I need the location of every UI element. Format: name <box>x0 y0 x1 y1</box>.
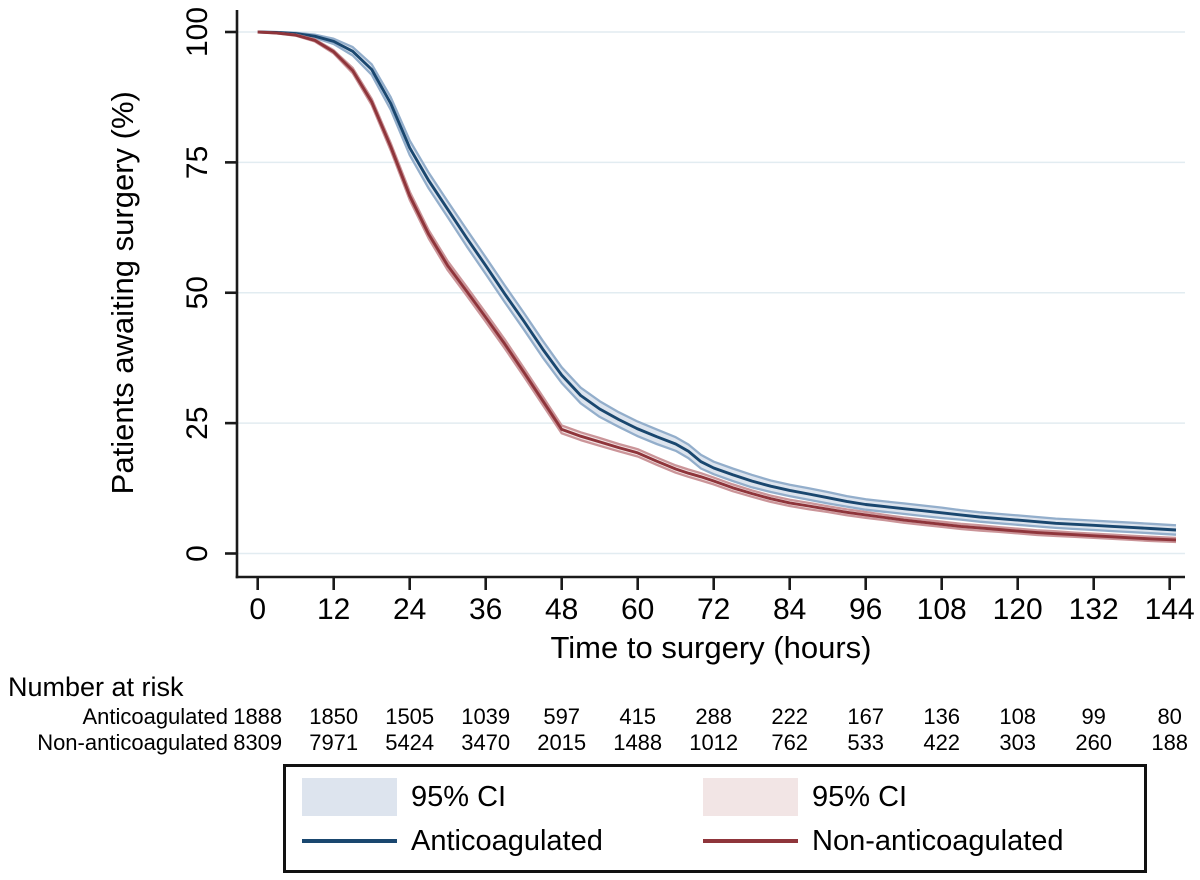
risk-value: 222 <box>771 704 809 729</box>
risk-value: 2015 <box>537 730 587 755</box>
x-tick-label: 0 <box>249 593 266 626</box>
risk-value: 1039 <box>461 704 511 729</box>
risk-value: 7971 <box>309 730 359 755</box>
x-axis-title: Time to surgery (hours) <box>551 630 872 665</box>
ci-upper-edge <box>257 30 1177 527</box>
ci-lower-edge <box>257 30 1177 544</box>
km-survival-chart: 0 25 50 75 100 0 12 24 36 48 60 72 84 96 108 120 132 144 P… <box>105 7 1195 665</box>
y-tick-label: 75 <box>181 146 214 179</box>
risk-table-heading: Number at risk <box>8 672 184 702</box>
x-tick-label: 60 <box>621 593 654 626</box>
line-key-non-anticoagulated <box>703 839 798 843</box>
risk-row-label-non-anticoagulated: Non-anticoagulated <box>37 730 228 755</box>
ci-swatch-non-anticoagulated <box>703 778 798 816</box>
x-tick-label: 96 <box>849 593 882 626</box>
x-tick-label: 72 <box>697 593 730 626</box>
x-tick-label: 144 <box>1145 593 1195 626</box>
legend-label-ci-non-anticoagulated: 95% CI <box>812 781 908 813</box>
x-tick-label: 120 <box>993 593 1043 626</box>
x-tick-label: 48 <box>545 593 578 626</box>
x-tick-label: 132 <box>1069 593 1119 626</box>
x-tick-label: 84 <box>773 593 806 626</box>
risk-value: 167 <box>847 704 885 729</box>
risk-row-label-anticoagulated: Anticoagulated <box>82 704 228 729</box>
risk-value: 1505 <box>385 704 435 729</box>
ci-lower-edge <box>257 30 1177 536</box>
risk-value: 80 <box>1157 704 1182 729</box>
risk-value: 3470 <box>461 730 511 755</box>
risk-value: 1012 <box>689 730 739 755</box>
risk-value: 762 <box>771 730 809 755</box>
risk-value: 108 <box>999 704 1037 729</box>
ci-upper-edge <box>257 30 1177 540</box>
y-tick-label: 100 <box>181 7 214 57</box>
risk-value: 288 <box>695 704 733 729</box>
x-tick-label: 24 <box>393 593 426 626</box>
x-tick-label: 36 <box>469 593 502 626</box>
risk-value: 1888 <box>233 704 283 729</box>
risk-value: 99 <box>1081 704 1106 729</box>
legend-label-non-anticoagulated: Non-anticoagulated <box>812 825 1064 857</box>
risk-value: 422 <box>923 730 961 755</box>
y-axis-title: Patients awaiting surgery (%) <box>105 91 140 494</box>
risk-value: 533 <box>847 730 885 755</box>
y-tick-label: 50 <box>181 276 214 309</box>
x-tick-label: 12 <box>317 593 350 626</box>
survival-curve-anticoagulated <box>257 30 1177 532</box>
risk-value: 260 <box>1075 730 1113 755</box>
ci-swatch-anticoagulated <box>302 778 397 816</box>
risk-value: 597 <box>543 704 581 729</box>
risk-value: 5424 <box>385 730 435 755</box>
y-tick-label: 25 <box>181 406 214 439</box>
y-tick-label: 0 <box>181 545 214 562</box>
risk-value: 1488 <box>613 730 663 755</box>
risk-value: 415 <box>619 704 657 729</box>
line-key-anticoagulated <box>302 839 397 843</box>
legend-label-anticoagulated: Anticoagulated <box>411 825 603 857</box>
chart-legend: 95% CI 95% CI Anticoagulated Non-anticoa… <box>283 764 1147 873</box>
risk-value: 1850 <box>309 704 359 729</box>
risk-value: 8309 <box>233 730 283 755</box>
x-tick-label: 108 <box>917 593 967 626</box>
risk-value: 136 <box>923 704 961 729</box>
risk-value: 303 <box>999 730 1037 755</box>
risk-value: 188 <box>1151 730 1189 755</box>
legend-label-ci-anticoagulated: 95% CI <box>411 781 507 813</box>
survival-curve-non-anticoagulated <box>257 30 1177 542</box>
